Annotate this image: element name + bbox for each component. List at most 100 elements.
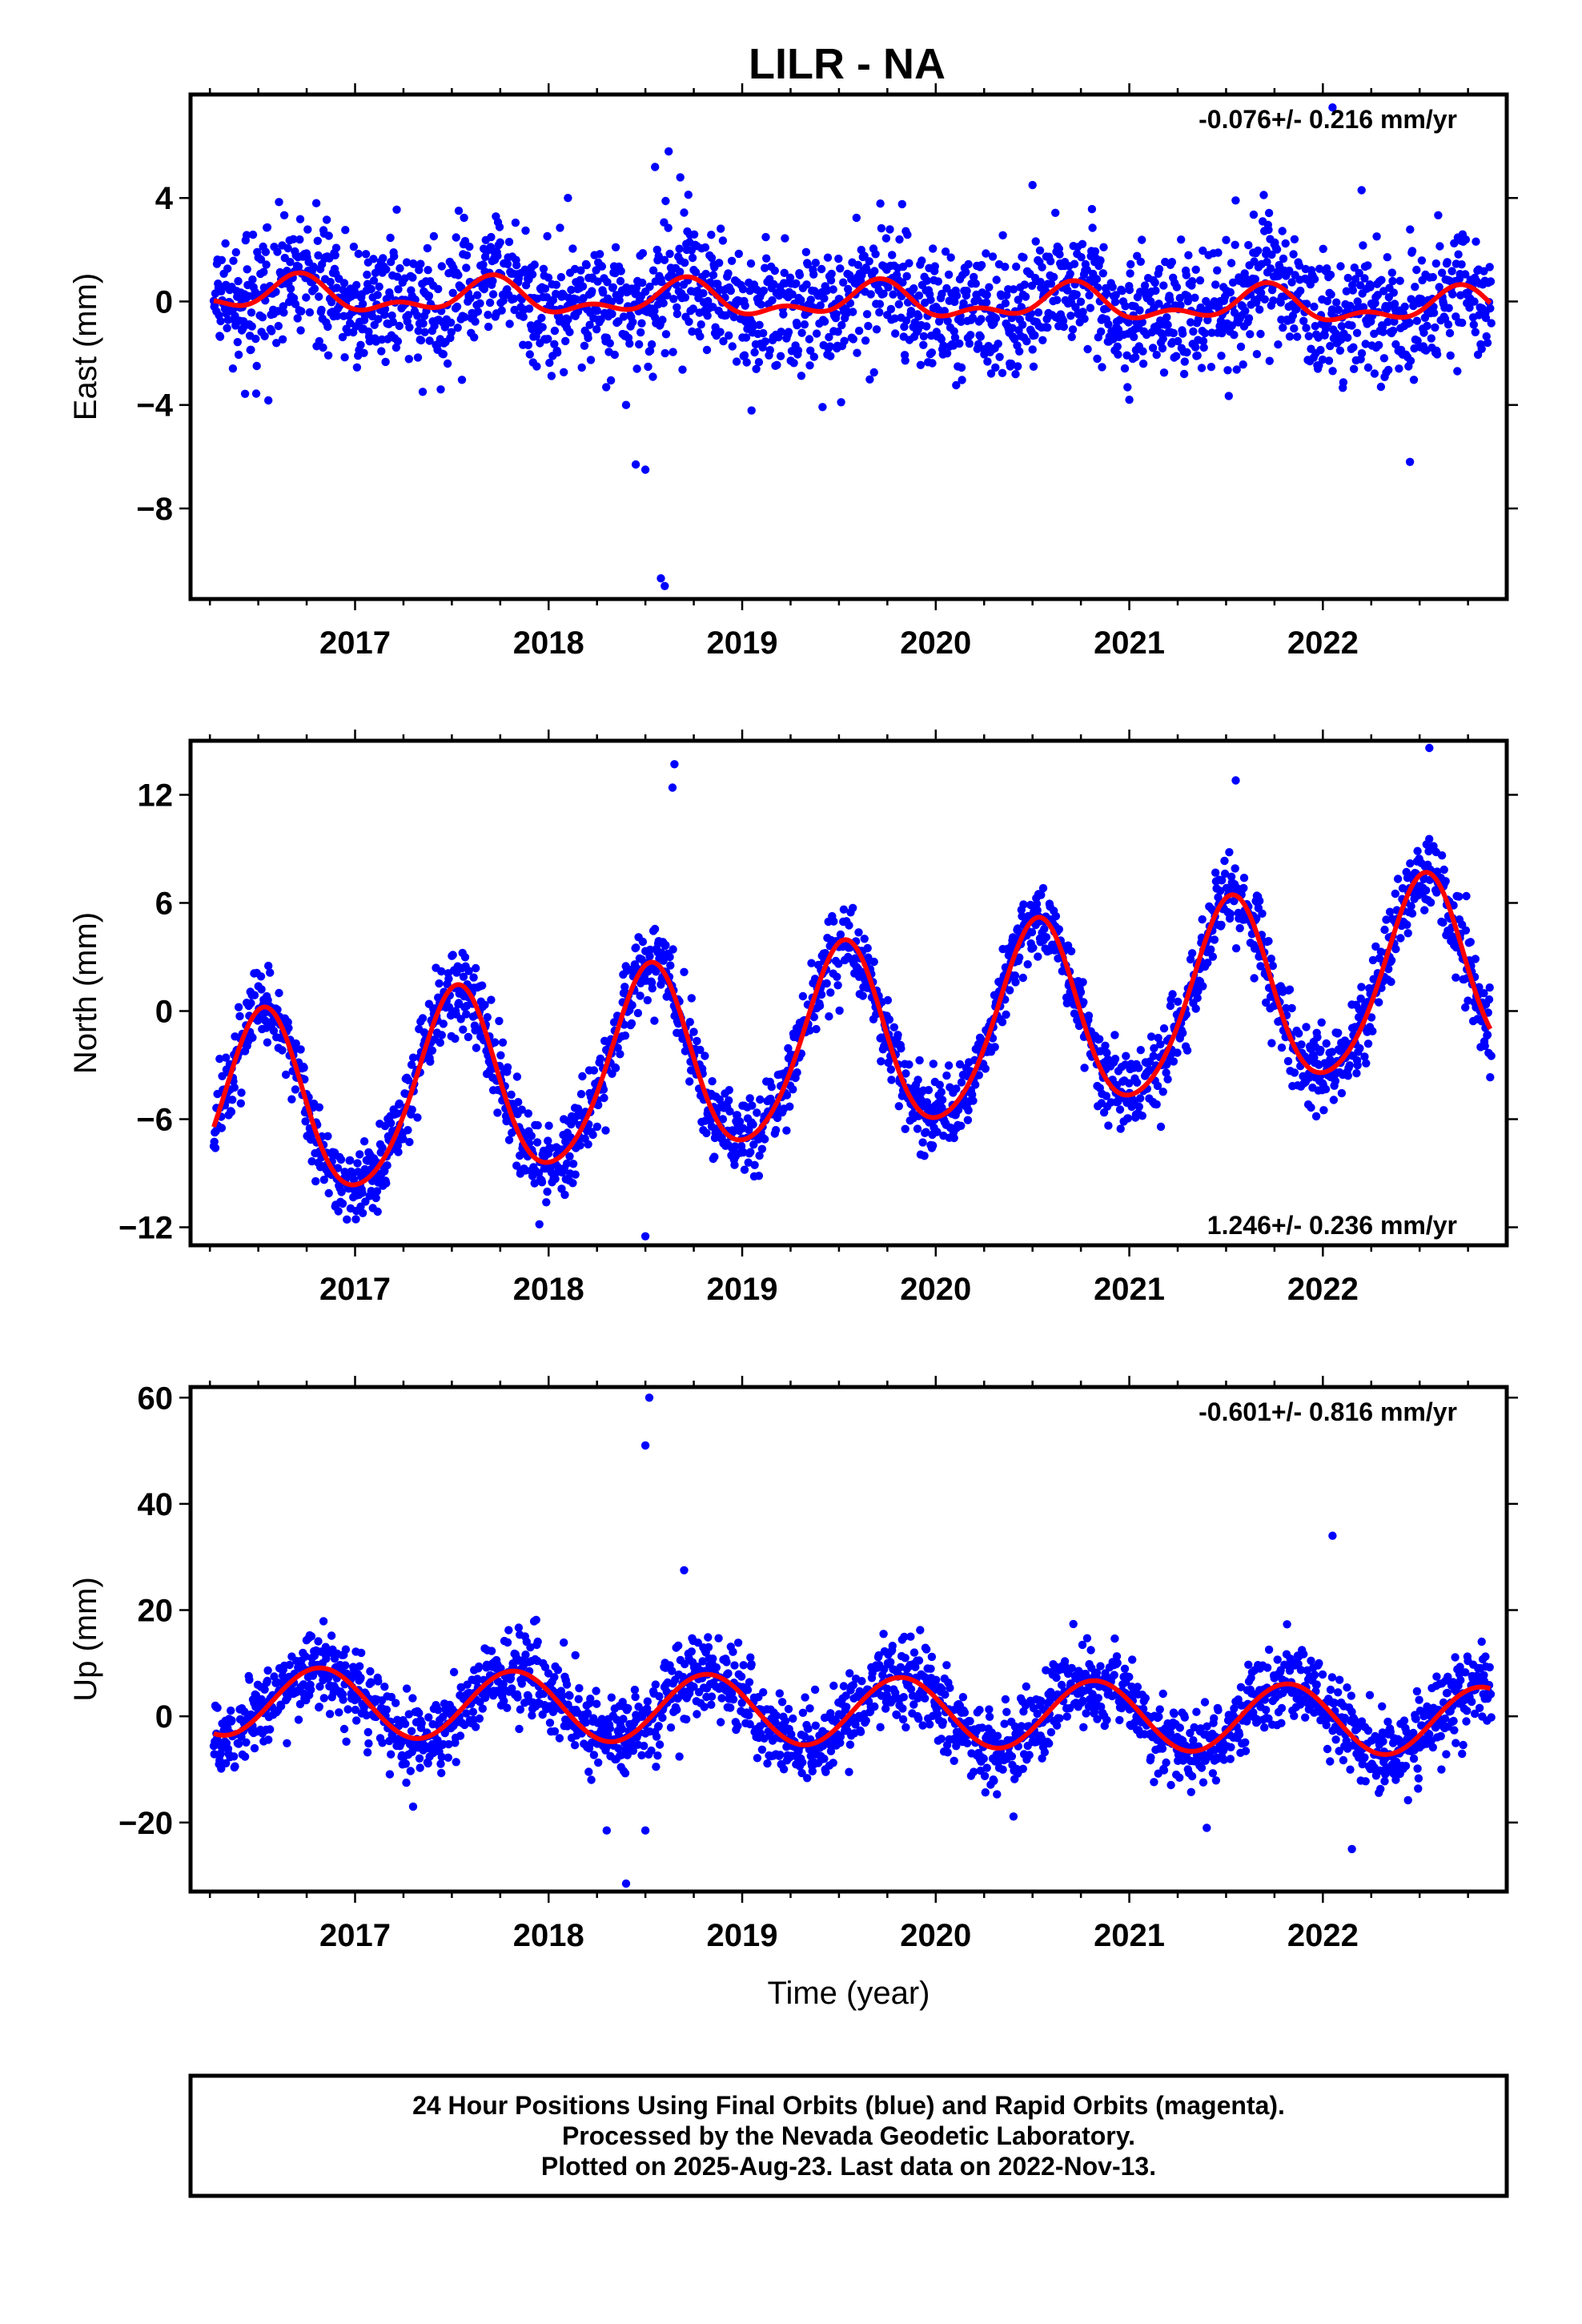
east-point xyxy=(1053,296,1062,304)
north-point xyxy=(1480,989,1488,998)
up-point xyxy=(382,1705,391,1715)
north-point xyxy=(1216,887,1225,895)
east-point xyxy=(454,207,464,215)
east-point xyxy=(789,359,798,368)
north-point xyxy=(418,1014,428,1023)
north-point xyxy=(1182,1046,1192,1055)
east-point xyxy=(1351,275,1360,283)
east-point xyxy=(1211,280,1220,289)
north-point xyxy=(493,1108,502,1117)
up-point xyxy=(584,1767,593,1776)
east-point xyxy=(413,312,422,320)
north-point xyxy=(1406,859,1415,868)
north-point xyxy=(877,1057,885,1066)
north-point xyxy=(1452,973,1460,982)
east-point xyxy=(759,328,768,338)
east-point xyxy=(1148,344,1158,352)
east-point xyxy=(1020,280,1030,289)
up-point xyxy=(387,1692,396,1702)
north-point xyxy=(1380,925,1389,935)
north-point xyxy=(1222,883,1231,893)
east-point xyxy=(503,259,512,268)
up-point xyxy=(234,1739,243,1748)
up-point xyxy=(363,1727,372,1737)
east-point xyxy=(1263,258,1271,267)
east-point xyxy=(1293,332,1302,341)
north-point xyxy=(1437,851,1447,860)
up-point xyxy=(575,1683,584,1693)
up-point xyxy=(456,1731,465,1740)
east-x-tick-label: 2022 xyxy=(1287,625,1359,661)
east-point xyxy=(849,308,857,316)
north-point xyxy=(929,1141,938,1150)
east-point xyxy=(1138,235,1146,244)
north-point xyxy=(669,945,677,954)
east-point xyxy=(1191,265,1200,274)
east-point xyxy=(638,278,647,287)
up-point xyxy=(558,1691,567,1700)
east-x-tick-label: 2018 xyxy=(513,625,584,661)
east-point xyxy=(724,269,733,278)
east-point xyxy=(740,351,749,360)
north-point xyxy=(346,1156,355,1165)
east-point xyxy=(1357,349,1367,358)
east-point xyxy=(447,328,456,336)
up-point xyxy=(245,1675,254,1684)
north-point xyxy=(334,1207,343,1216)
up-point xyxy=(301,1652,310,1661)
north-point xyxy=(495,1016,504,1026)
east-point xyxy=(673,303,681,312)
north-point xyxy=(512,1072,522,1081)
up-point xyxy=(213,1703,222,1712)
north-point xyxy=(378,1144,387,1152)
east-outlier-point xyxy=(564,194,572,203)
north-point xyxy=(886,1065,896,1074)
east-point xyxy=(825,332,833,342)
east-point xyxy=(1154,300,1163,308)
up-point xyxy=(341,1645,351,1654)
east-point xyxy=(1239,360,1247,369)
north-point xyxy=(701,1051,709,1060)
east-point xyxy=(387,311,396,320)
east-point xyxy=(1123,383,1132,392)
east-point xyxy=(1347,321,1356,330)
north-point xyxy=(462,1010,471,1019)
east-point xyxy=(1093,354,1102,364)
north-point xyxy=(1079,998,1088,1007)
north-point xyxy=(749,1140,758,1149)
north-point xyxy=(665,952,674,962)
north-point xyxy=(1110,1055,1120,1063)
north-point xyxy=(1235,923,1244,933)
north-point xyxy=(1095,1035,1104,1043)
east-point xyxy=(234,276,243,286)
north-point xyxy=(974,1071,984,1080)
north-point xyxy=(1078,978,1087,987)
north-point xyxy=(343,1215,351,1224)
north-point xyxy=(963,1116,973,1124)
east-point xyxy=(525,350,534,359)
east-point xyxy=(1411,283,1419,292)
east-point xyxy=(1159,281,1168,290)
east-point xyxy=(274,321,283,331)
east-point xyxy=(1050,272,1058,282)
east-point xyxy=(1328,367,1337,376)
north-point xyxy=(730,1142,740,1151)
north-outlier-point xyxy=(1231,776,1240,785)
east-point xyxy=(1417,295,1426,304)
north-point xyxy=(1385,907,1395,916)
east-point xyxy=(716,328,725,336)
east-point xyxy=(872,325,881,334)
east-point xyxy=(1290,324,1299,333)
east-point xyxy=(1469,320,1479,329)
up-point xyxy=(553,1666,563,1675)
east-point xyxy=(869,368,878,377)
east-point xyxy=(669,348,677,356)
north-point xyxy=(1191,1004,1200,1013)
east-point xyxy=(659,299,668,308)
east-point xyxy=(1335,346,1345,355)
north-point xyxy=(638,937,648,947)
east-point xyxy=(992,275,1001,284)
north-point xyxy=(537,1178,547,1187)
east-point xyxy=(470,333,479,342)
east-point xyxy=(681,293,690,302)
